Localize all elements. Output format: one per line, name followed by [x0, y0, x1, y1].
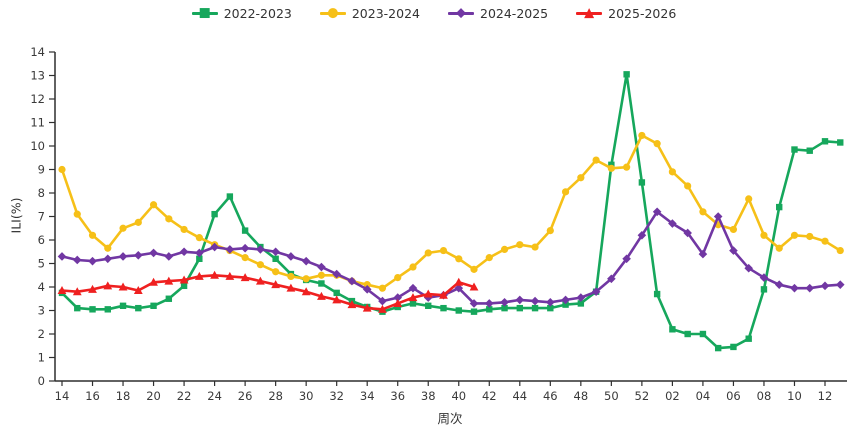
- x-tick-label: 26: [238, 389, 253, 403]
- series-line: [60, 274, 476, 311]
- x-tick-label: 34: [360, 389, 375, 403]
- y-tick-label: 11: [30, 116, 45, 130]
- x-tick-label: 02: [665, 389, 680, 403]
- y-tick-label: 2: [38, 327, 45, 341]
- x-axis-title: 周次: [437, 411, 463, 426]
- legend-triangle-icon: ▲: [576, 5, 603, 21]
- x-tick-label: 24: [207, 389, 222, 403]
- x-tick-label: 12: [818, 389, 833, 403]
- y-tick-label: 8: [38, 186, 45, 200]
- x-tick-label: 28: [268, 389, 283, 403]
- legend-item-2022-2023[interactable]: ■ 2022-2023: [191, 5, 292, 21]
- y-tick-label: 7: [38, 210, 45, 224]
- legend-square-icon: ■: [191, 5, 218, 21]
- y-tick-label: 9: [38, 163, 45, 177]
- x-tick-label: 40: [451, 389, 466, 403]
- x-tick-label: 42: [482, 389, 497, 403]
- x-tick-label: 22: [177, 389, 192, 403]
- series-2025-2026: [57, 270, 479, 313]
- x-tick-label: 18: [116, 389, 131, 403]
- y-tick-label: 4: [38, 280, 45, 294]
- legend-item-2025-2026[interactable]: ▲ 2025-2026: [576, 5, 676, 21]
- x-tick-label: 52: [635, 389, 650, 403]
- x-tick-label: 16: [85, 389, 100, 403]
- x-tick-label: 44: [512, 389, 527, 403]
- x-tick-label: 08: [757, 389, 772, 403]
- legend-label: 2025-2026: [608, 5, 677, 21]
- y-tick-label: 5: [38, 257, 45, 271]
- y-tick-label: 1: [38, 351, 45, 365]
- x-tick-label: 38: [421, 389, 436, 403]
- legend-label: 2024-2025: [480, 5, 549, 21]
- y-tick-label: 14: [30, 45, 45, 59]
- legend-label: 2023-2024: [351, 5, 420, 21]
- x-tick-label: 04: [696, 389, 711, 403]
- legend-item-2023-2024[interactable]: ● 2023-2024: [319, 5, 420, 21]
- x-tick-label: 10: [787, 389, 802, 403]
- y-tick-label: 12: [30, 92, 45, 106]
- x-tick-label: 46: [543, 389, 558, 403]
- legend-label: 2022-2023: [223, 5, 292, 21]
- x-tick-label: 06: [726, 389, 741, 403]
- x-tick-label: 20: [146, 389, 161, 403]
- legend-circle-icon: ●: [319, 5, 346, 21]
- y-tick-label: 0: [38, 374, 45, 388]
- series-2022-2023: [58, 71, 844, 352]
- series-line: [60, 210, 842, 305]
- series-2024-2025: [57, 207, 845, 308]
- y-tick-label: 6: [38, 233, 45, 247]
- x-tick-label: 36: [390, 389, 405, 403]
- series-line: [60, 73, 842, 350]
- x-tick-label: 30: [299, 389, 314, 403]
- series-2023-2024: [58, 131, 844, 292]
- y-axis-title: ILI(%): [8, 197, 24, 234]
- x-tick-label: 14: [55, 389, 70, 403]
- x-tick-label: 32: [329, 389, 344, 403]
- legend-diamond-icon: ◆: [448, 5, 474, 21]
- legend: ■ 2022-2023 ● 2023-2024 ◆ 2024-2025 ▲ 2025-2026: [0, 2, 868, 24]
- x-tick-label: 48: [574, 389, 589, 403]
- y-tick-label: 13: [30, 69, 45, 83]
- y-tick-label: 10: [30, 139, 45, 153]
- y-tick-label: 3: [38, 304, 45, 318]
- x-tick-label: 50: [604, 389, 619, 403]
- series-line: [60, 134, 842, 290]
- legend-item-2024-2025[interactable]: ◆ 2024-2025: [448, 5, 548, 21]
